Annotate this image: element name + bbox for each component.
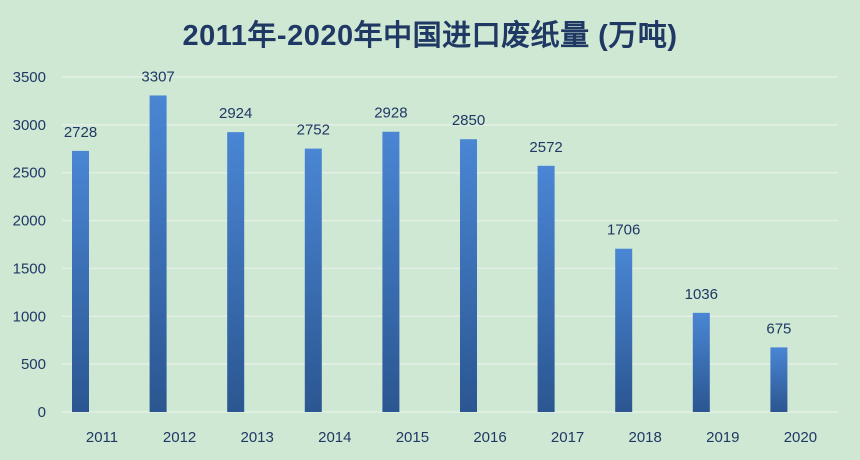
data-label: 2850 (452, 112, 485, 129)
data-label: 3307 (141, 68, 174, 85)
data-label: 2572 (529, 139, 562, 156)
x-tick-label: 2011 (86, 429, 118, 446)
x-tick-label: 2016 (473, 429, 506, 446)
x-tick-label: 2012 (163, 429, 196, 446)
y-tick-label: 0 (38, 404, 46, 421)
y-tick-label: 1500 (13, 260, 46, 277)
x-tick-label: 2015 (396, 429, 429, 446)
y-tick-label: 500 (21, 356, 46, 373)
chart-title: 2011年-2020年中国进口废纸量 (万吨) (182, 20, 678, 52)
data-labels: 2728 3307 2924 2752 2928 2850 2572 1706 1036 675 (64, 68, 792, 337)
bar (382, 131, 400, 412)
bar (72, 150, 89, 413)
y-tick-label: 2000 (13, 213, 46, 230)
data-label: 1036 (685, 286, 718, 303)
bar (770, 347, 788, 412)
data-label: 2928 (374, 105, 407, 122)
bar (615, 248, 633, 412)
y-tick-label: 2500 (13, 165, 46, 182)
y-tick-label: 3000 (13, 117, 46, 134)
y-tick-label: 3500 (13, 69, 46, 86)
x-tick-label: 2018 (629, 429, 662, 446)
x-tick-label: 2017 (551, 429, 584, 446)
data-label: 1706 (607, 222, 640, 239)
x-axis-tick-labels: 2011 2012 2013 2014 2015 2016 2017 2018 2019 2020 (86, 429, 817, 446)
data-label: 2924 (219, 105, 252, 122)
data-label: 675 (766, 320, 791, 337)
x-tick-label: 2013 (241, 429, 274, 446)
y-axis-tick-labels: 0 500 1000 1500 2000 2500 3000 3500 (13, 69, 46, 421)
gridlines (62, 76, 838, 413)
bar (537, 165, 555, 412)
bars (72, 95, 788, 413)
x-tick-label: 2019 (706, 429, 739, 446)
bar (149, 95, 167, 413)
data-label: 2752 (297, 122, 330, 139)
y-tick-label: 1000 (13, 308, 46, 325)
bar (692, 312, 710, 412)
bar (227, 132, 245, 413)
bar (304, 148, 322, 412)
x-tick-label: 2014 (318, 429, 351, 446)
data-label: 2728 (64, 124, 97, 141)
bar (460, 139, 477, 412)
x-tick-label: 2020 (784, 429, 817, 446)
